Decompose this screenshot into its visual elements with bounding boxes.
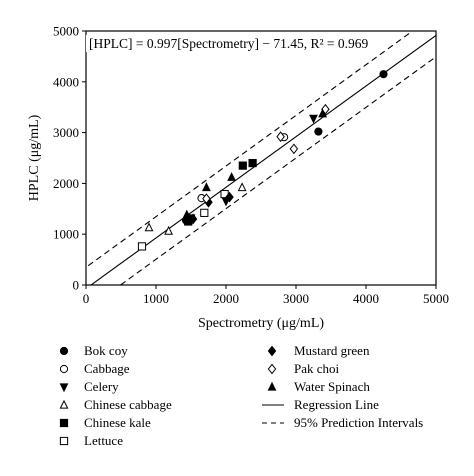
regression-line [90, 34, 436, 285]
legend-water-spinach-marker [267, 381, 277, 391]
y-tick-label: 0 [73, 278, 80, 293]
pak-choi-point [202, 193, 211, 205]
lettuce-point [137, 242, 147, 251]
legend-mustard-green-label: Mustard green [294, 343, 370, 358]
legend-cabbage-marker [59, 364, 69, 374]
chinese-kale-point [238, 161, 247, 170]
legend-water-spinach-label: Water Spinach [294, 379, 370, 394]
legend-mustard-green-marker [267, 345, 277, 357]
x-tick-label: 4000 [353, 291, 379, 306]
lower-prediction-interval-line [119, 56, 436, 285]
legend-lettuce-label: Lettuce [84, 433, 123, 448]
chinese-cabbage-point [144, 222, 154, 232]
chinese-cabbage-point [164, 225, 174, 235]
legend-chinese-cabbage-label: Chinese cabbage [84, 397, 172, 412]
mustard-green-point [188, 213, 198, 225]
legend-regression-line-label: Regression Line [294, 397, 379, 412]
lettuce-point [200, 208, 209, 217]
pak-choi-point [289, 143, 299, 155]
legend-chinese-kale-marker [59, 418, 69, 428]
chinese-kale-point [248, 158, 257, 168]
legend-chinese-kale-label: Chinese kale [84, 415, 151, 430]
y-tick-label: 1000 [53, 227, 79, 242]
bok-coy-point [379, 70, 388, 79]
upper-prediction-interval-line [86, 31, 414, 268]
legend-lettuce-marker [59, 436, 69, 446]
x-tick-label: 2000 [213, 291, 239, 306]
x-tick-label: 3000 [283, 291, 309, 306]
pak-choi-point [276, 131, 285, 143]
legend-cabbage-label: Cabbage [84, 361, 130, 376]
x-tick-label: 0 [83, 291, 90, 306]
x-axis-title: Spectrometry (μg/mL) [198, 316, 324, 331]
pak-choi-point [321, 103, 330, 115]
annotation-background [86, 35, 372, 52]
y-tick-label: 3000 [53, 125, 79, 140]
legend-bok-coy-marker [59, 346, 69, 356]
x-tick-label: 5000 [423, 291, 449, 306]
legend-prediction-interval-label: 95% Prediction Intervals [294, 415, 423, 430]
legend-bok-coy-label: Bok coy [84, 343, 128, 358]
water-spinach-point [227, 172, 237, 181]
legend-celery-marker [59, 383, 69, 393]
legend-pak-choi-label: Pak choi [294, 361, 340, 376]
y-tick-label: 5000 [53, 24, 79, 39]
legend-celery-label: Celery [84, 379, 119, 394]
water-spinach-point [318, 108, 328, 118]
water-spinach-point [182, 209, 192, 219]
legend-chinese-cabbage-marker [59, 399, 69, 409]
regression-equation-annotation: [HPLC] = 0.997[Spectrometry] − 71.45, R²… [89, 36, 368, 51]
bok-coy-point [314, 127, 323, 136]
celery-point [309, 114, 318, 124]
y-tick-label: 2000 [53, 176, 79, 191]
legend-pak-choi-marker [267, 363, 277, 375]
x-tick-label: 1000 [143, 291, 169, 306]
plot-frame [85, 30, 437, 286]
chinese-cabbage-point [237, 182, 247, 192]
y-axis-title: HPLC (μg/mL) [27, 114, 42, 201]
y-tick-label: 4000 [53, 74, 79, 89]
water-spinach-point [201, 182, 211, 192]
mustard-green-point [225, 191, 234, 203]
